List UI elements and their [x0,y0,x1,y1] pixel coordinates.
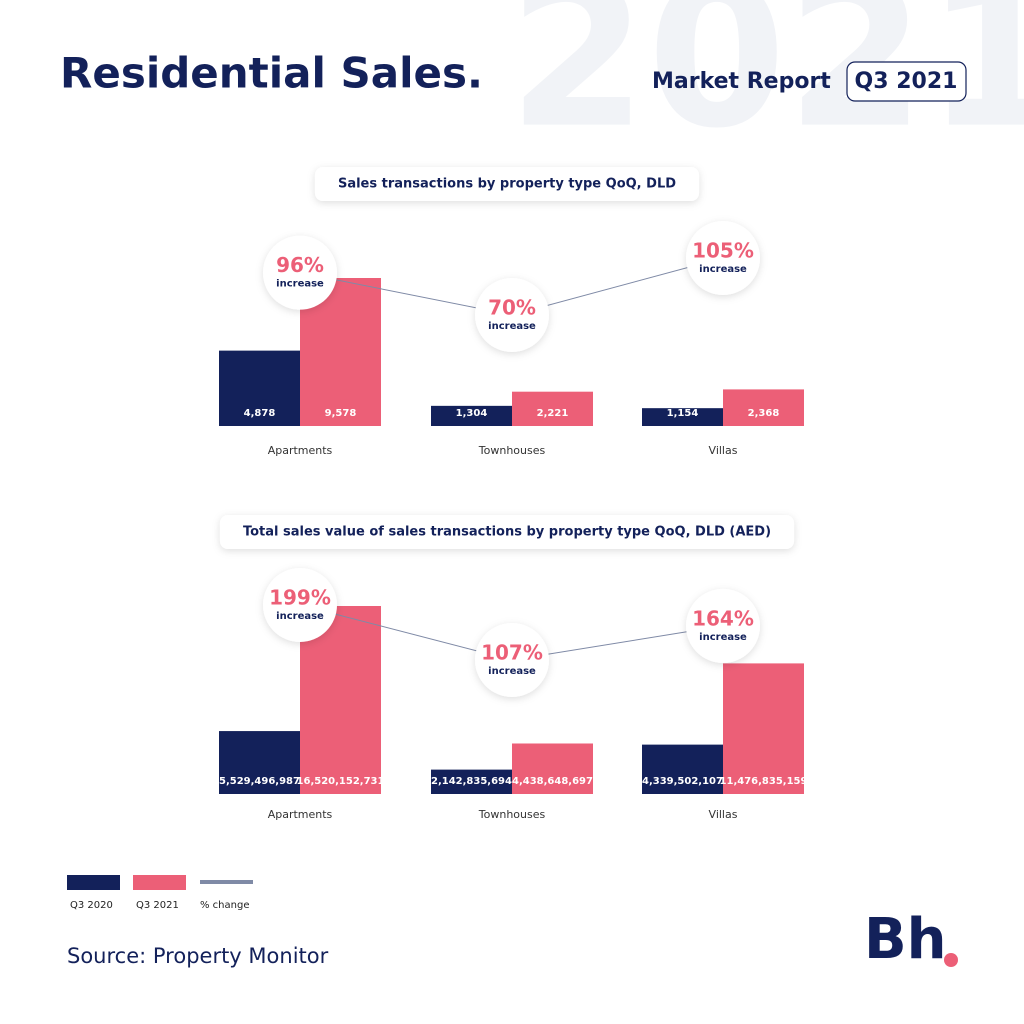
bar-value-label: 1,304 [456,408,488,419]
change-bubble [475,623,549,697]
legend-label: % change [200,900,249,911]
bar-value-label: 5,529,496,987 [219,776,300,787]
change-note: increase [488,666,536,677]
bar-value-label: 2,368 [748,408,780,419]
bar-value-label: 4,438,648,697 [512,776,593,787]
page-title: Residential Sales. [60,49,483,98]
chart-title-box: Total sales value of sales transactions … [219,515,795,549]
change-label: 107% [481,641,543,665]
change-note: increase [699,632,747,643]
legend-label: Q3 2021 [136,900,179,911]
source: Source: Property Monitor [67,944,329,968]
legend-swatch [133,875,186,890]
change-bubble [686,221,760,295]
bar-value-label: 16,520,152,731 [297,776,385,787]
bar [512,743,593,794]
category-label: Villas [709,444,738,457]
bar [219,731,300,794]
bar-value-label: 4,878 [244,408,276,419]
category-label: Apartments [268,444,333,457]
category-label: Apartments [268,808,333,821]
bar-value-label: 4,339,502,107 [642,776,723,787]
bar [431,769,512,794]
bar [512,391,593,426]
bar-value-label: 1,154 [667,408,699,419]
period-label: Q3 2021 [855,69,958,94]
bar [723,663,804,794]
change-bubble [686,588,760,663]
change-label: 164% [692,606,754,630]
change-label: 96% [276,253,324,277]
bar-value-label: 2,221 [537,408,569,419]
logo-dot [944,953,958,967]
change-note: increase [699,264,747,275]
change-bubble [263,568,337,642]
chart-title: Sales transactions by property type QoQ,… [338,177,676,192]
legend-swatch [67,875,120,890]
title-box [219,515,795,549]
chart-title: Total sales value of sales transactions … [243,525,771,540]
change-note: increase [488,321,536,332]
bar [642,744,723,794]
category-label: Villas [709,808,738,821]
change-bubble [263,235,337,310]
category-label: Townhouses [478,444,546,457]
category-label: Townhouses [478,808,546,821]
change-note: increase [276,611,324,622]
bar-value-label: 2,142,835,694 [431,776,512,787]
change-label: 70% [488,296,536,320]
period-box [846,61,967,102]
legend: Q3 2020 Q3 2021 % change [67,875,253,911]
change-note: increase [276,279,324,290]
change-label: 199% [269,586,331,610]
legend-label: Q3 2020 [70,900,113,911]
bar [219,350,300,426]
logo: Bh [864,907,947,972]
change-label: 105% [692,239,754,263]
change-bubble [475,278,549,352]
bar-value-label: 11,476,835,159 [720,776,808,787]
report-label: Market Report [652,69,831,94]
bar-value-label: 9,578 [325,408,357,419]
bar [431,405,512,426]
bar [723,389,804,426]
bar [642,408,723,426]
chart-title-box: Sales transactions by property type QoQ,… [314,167,700,201]
title-box [314,167,700,201]
charts: Sales transactions by property type QoQ,… [219,167,808,821]
